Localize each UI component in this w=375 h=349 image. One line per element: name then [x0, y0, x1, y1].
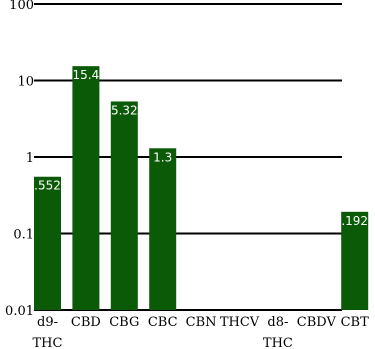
data-label: .552: [34, 179, 61, 193]
bar: [34, 176, 61, 310]
x-tick-label: THC: [33, 336, 63, 349]
bars: [34, 66, 369, 310]
x-tick-label: d8-: [267, 315, 288, 330]
x-tick-label: CBC: [148, 315, 178, 330]
x-tick-label: CBG: [109, 315, 139, 330]
x-tick-label: CBDV: [297, 315, 337, 330]
data-labels: .552 15.4 5.32 1.3 .192: [34, 68, 368, 228]
y-tick-label: 10: [17, 75, 34, 90]
bar: [341, 211, 369, 310]
data-label: 5.32: [111, 103, 138, 117]
x-tick-label: CBN: [186, 315, 217, 330]
y-tick-label: 1: [26, 151, 34, 166]
data-label: 15.4: [73, 68, 100, 82]
y-tick-label: 0.01: [5, 304, 34, 319]
x-tick-label: THCV: [220, 315, 260, 330]
x-axis: d9- THC CBD CBG CBC CBN THCV d8- THC CBDV CBT: [33, 315, 370, 349]
y-tick-label: 100: [9, 0, 34, 13]
data-label: .192: [341, 214, 368, 228]
x-tick-label: CBD: [71, 315, 101, 330]
x-tick-label: d9-: [37, 315, 58, 330]
y-axis: 100 10 1 0.1 0.01: [5, 0, 34, 319]
y-tick-label: 0.1: [13, 228, 34, 243]
bar: [110, 101, 138, 310]
bar: [72, 66, 100, 310]
x-tick-label: CBT: [341, 315, 370, 330]
bar: [149, 148, 177, 310]
data-label: 1.3: [153, 150, 172, 164]
x-tick-label: THC: [263, 336, 293, 349]
